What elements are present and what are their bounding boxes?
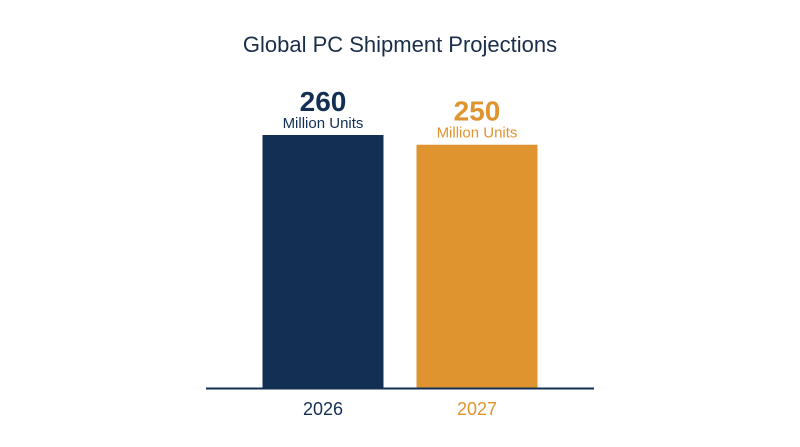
value-label-2026: 260 (300, 86, 347, 117)
bar-2027 (416, 144, 538, 388)
unit-label-2026: Million Units (283, 115, 364, 132)
unit-label-2027: Million Units (437, 125, 518, 142)
chart-title: Global PC Shipment Projections (243, 32, 557, 57)
bars-layer (262, 135, 538, 388)
x-tick-label-2026: 2026 (303, 399, 343, 419)
value-label-2027: 250 (454, 96, 501, 127)
bar-2026 (262, 135, 384, 388)
x-tick-label-2027: 2027 (457, 399, 497, 419)
